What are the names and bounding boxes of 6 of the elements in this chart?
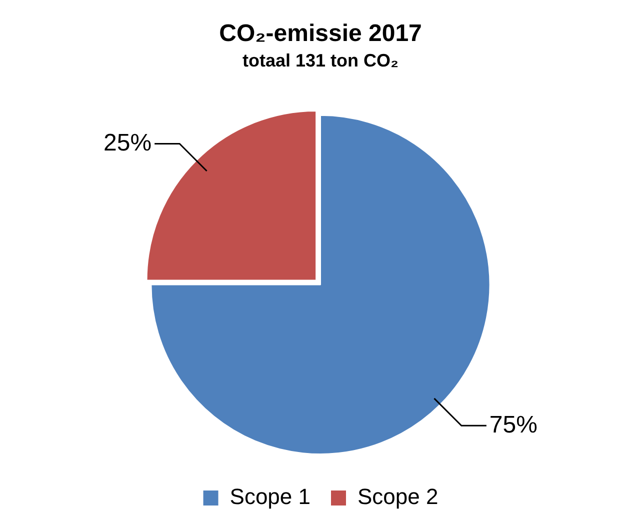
legend-label: Scope 1 [230,484,311,510]
data-label: 75% [489,411,538,438]
data-label: 25% [104,129,152,156]
legend-label: Scope 2 [358,484,438,510]
chart-subtitle: totaal 131 ton CO₂ [242,50,399,71]
chart-title: CO₂-emissie 2017 [219,20,422,48]
